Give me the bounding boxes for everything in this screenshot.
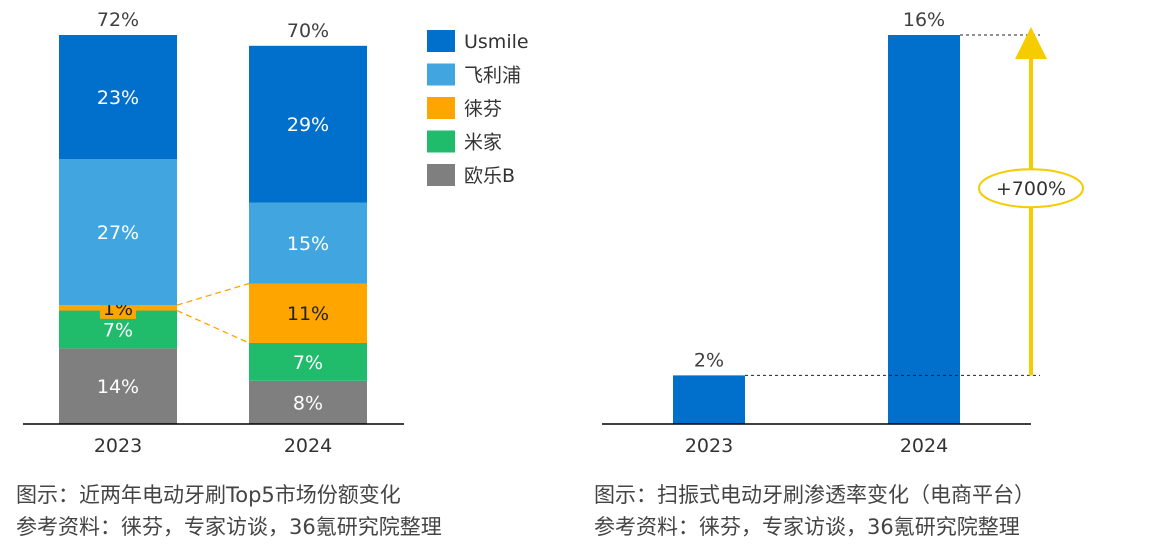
data-label: 29% (287, 114, 329, 136)
x-tick-label: 2023 (94, 435, 142, 457)
data-label: 16% (903, 9, 945, 31)
bar-segment-2023-3 (59, 159, 177, 306)
legend-label: 欧乐B (464, 165, 515, 187)
connector-line-bottom (176, 309, 250, 344)
caption-source: 参考资料：徕芬，专家访谈，36氪研究院整理 (594, 515, 1020, 539)
caption-title: 图示：近两年电动牙刷Top5市场份额变化 (16, 483, 401, 507)
data-label: 8% (293, 392, 323, 414)
data-label: 27% (97, 222, 139, 244)
caption-source: 参考资料：徕芬，专家访谈，36氪研究院整理 (16, 515, 442, 539)
data-label: 15% (287, 233, 329, 255)
x-tick-label: 2023 (685, 435, 733, 457)
bar-segment-2024-3 (249, 202, 367, 284)
x-tick-label: 2024 (900, 435, 948, 457)
legend-swatch (427, 97, 455, 119)
bar-segment-2023-4 (59, 35, 177, 160)
data-label: 11% (287, 303, 329, 325)
growth-label: +700% (996, 178, 1066, 200)
x-tick-label: 2024 (284, 435, 332, 457)
bar-segment-2024-1 (249, 342, 367, 381)
chart-1-caption: 图示：近两年电动牙刷Top5市场份额变化 参考资料：徕芬，专家访谈，36氪研究院… (16, 479, 442, 543)
legend-label: 飞利浦 (464, 65, 521, 87)
data-label: 2% (694, 349, 724, 371)
data-label: 23% (97, 87, 139, 109)
legend-swatch (427, 130, 455, 153)
chart-2-caption: 图示：扫振式电动牙刷渗透率变化（电商平台） 参考资料：徕芬，专家访谈，36氪研究… (594, 479, 1035, 543)
bar-2023 (673, 375, 745, 424)
data-label: 14% (97, 376, 139, 398)
growth-label-ellipse (978, 168, 1084, 209)
legend-label: 徕芬 (464, 98, 502, 120)
legend-swatch (427, 63, 455, 86)
data-label: 7% (293, 352, 323, 374)
legend-swatch (427, 30, 455, 52)
penetration-bar-chart: 2% 2023 16% 2024 +700% (602, 9, 1084, 457)
total-label: 70% (287, 20, 329, 42)
legend-label: Usmile (464, 31, 529, 53)
total-label: 72% (97, 9, 139, 31)
bar-segment-2024-0 (249, 380, 367, 424)
bar-2024 (888, 35, 960, 424)
bar-segment-2024-4 (249, 45, 367, 203)
legend-swatch (427, 164, 455, 186)
bar-segment-2023-0 (59, 348, 177, 424)
legend-label: 米家 (464, 132, 502, 154)
data-label: 7% (103, 319, 133, 341)
bar-segment-2024-2 (249, 283, 367, 343)
connector-line-top (176, 282, 250, 306)
caption-title: 图示：扫振式电动牙刷渗透率变化（电商平台） (594, 483, 1035, 507)
